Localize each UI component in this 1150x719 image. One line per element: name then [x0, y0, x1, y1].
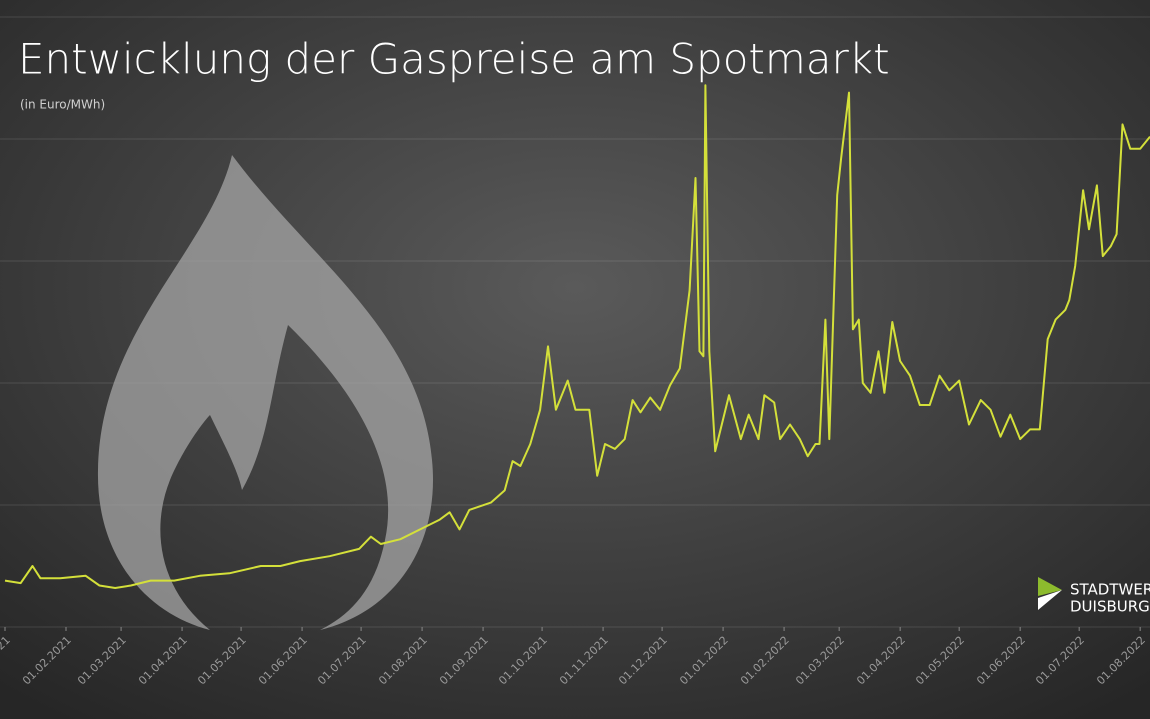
- flame-icon: [97, 155, 434, 630]
- chart-subtitle: (in Euro/MWh): [20, 98, 105, 112]
- plot-area: [4, 84, 1150, 589]
- logo-text: STADTWERKE: [1070, 581, 1150, 599]
- logo-mark: [1038, 577, 1062, 596]
- data-line: [4, 84, 1150, 589]
- logo-text: DUISBURG: [1070, 598, 1150, 616]
- logo-mark: [1038, 590, 1062, 610]
- logo: STADTWERKE DUISBURG: [1038, 577, 1150, 616]
- chart-title: Entwicklung der Gaspreise am Spotmarkt: [18, 35, 890, 84]
